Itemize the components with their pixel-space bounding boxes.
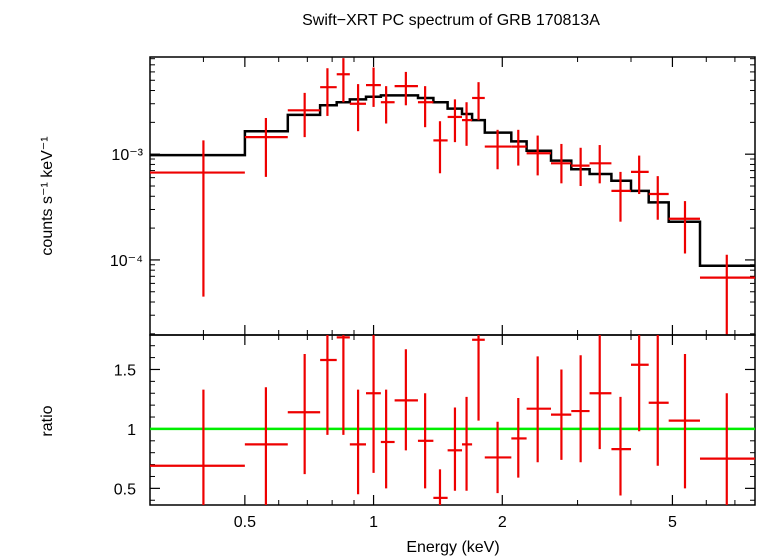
spectrum-data-point: [472, 82, 485, 121]
x-tick-label: 5: [668, 514, 677, 531]
spectrum-data-point: [287, 92, 321, 138]
spectrum-data-point: [648, 176, 669, 220]
ratio-data-point: [484, 421, 512, 494]
ratio-y-tick-label: 1: [127, 422, 136, 439]
spectrum-y-axis-label: counts s⁻¹ keV⁻¹: [39, 136, 56, 255]
x-axis-label: Energy (keV): [406, 539, 499, 556]
chart-title: Swift−XRT PC spectrum of GRB 170813A: [302, 12, 600, 29]
ratio-data-point: [150, 389, 245, 505]
spectrum-y-tick-label: 10⁻⁴: [110, 253, 143, 270]
ratio-data-point: [571, 355, 590, 463]
ratio-data-point: [550, 369, 572, 460]
spectrum-data-point: [320, 68, 337, 116]
spectrum-data-point: [511, 129, 527, 166]
ratio-data-point: [394, 349, 418, 451]
spectrum-y-tick-label: 10⁻³: [111, 147, 143, 164]
spectrum-data-point: [380, 86, 395, 124]
ratio-data-point: [526, 356, 551, 463]
ratio-data-point: [336, 335, 350, 435]
spectrum-data-point: [336, 58, 350, 103]
ratio-data-point: [365, 335, 381, 473]
ratio-panel: 0.5 1 2 5 0.5 1 1.5: [114, 334, 756, 531]
spectrum-data-point: [611, 171, 631, 222]
ratio-data-point: [472, 335, 485, 421]
ratio-data-point: [511, 398, 527, 478]
ratio-y-tick-label: 1.5: [114, 362, 136, 379]
ratio-y-tick-label: 0.5: [114, 481, 136, 498]
spectrum-data-point: [589, 145, 612, 184]
ratio-data-point: [648, 335, 669, 466]
spectrum-data-point: [668, 201, 700, 254]
ratio-data-point: [349, 389, 366, 495]
ratio-data-point: [320, 335, 337, 435]
spectrum-data-point: [526, 135, 551, 176]
spectrum-data-point: [433, 121, 448, 174]
spectrum-data-point: [571, 147, 590, 187]
spectrum-data-point: [630, 155, 649, 195]
x-tick-label: 0.5: [234, 514, 256, 531]
ratio-data-point: [380, 389, 395, 489]
x-tick-label: 2: [498, 514, 507, 531]
ratio-data-point: [589, 335, 612, 450]
ratio-plot-frame: [149, 334, 756, 506]
ratio-data-point: [244, 387, 288, 505]
spectrum-data-point: [417, 86, 434, 128]
spectrum-data-point: [394, 71, 418, 106]
ratio-data-point: [668, 354, 700, 489]
ratio-data-point: [287, 354, 321, 475]
ratio-data-point: [461, 396, 473, 491]
ratio-data-point: [447, 407, 462, 491]
ratio-data-point: [611, 396, 631, 496]
spectrum-panel: 10⁻³ 10⁻⁴: [110, 56, 756, 336]
spectrum-data-point: [461, 102, 473, 146]
ratio-data-point: [699, 393, 755, 505]
spectrum-data-point: [365, 67, 381, 107]
model-step-line: [150, 94, 755, 268]
ratio-y-axis-label: ratio: [39, 405, 56, 436]
spectrum-data-point: [699, 254, 755, 335]
spectrum-data-point: [484, 129, 512, 170]
spectrum-data-point: [349, 84, 366, 132]
spectrum-data-point: [447, 99, 462, 143]
x-tick-label: 1: [369, 514, 378, 531]
spectrum-data-point: [244, 117, 288, 177]
spectrum-data-point: [550, 143, 572, 184]
ratio-data-point: [417, 393, 434, 489]
ratio-data-point: [630, 335, 649, 432]
spectrum-data-point: [150, 140, 245, 297]
ratio-data-point: [433, 469, 448, 505]
